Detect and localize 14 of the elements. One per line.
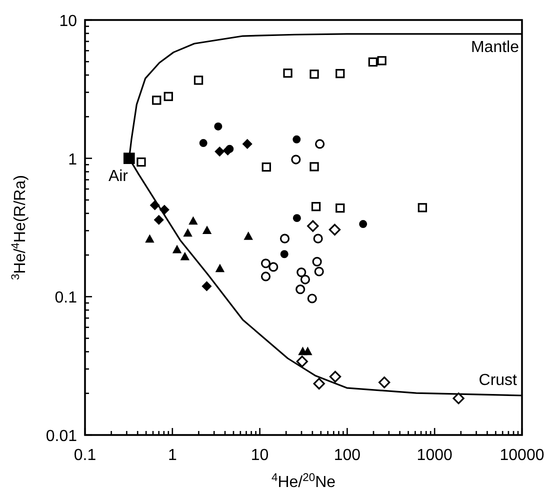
annotation: Mantle <box>470 39 520 56</box>
x-axis-title: $^{4}$He/$^{20}$Ne <box>271 472 336 491</box>
annotation: Crust <box>478 372 518 389</box>
x-tick-label: 0.1 <box>74 447 96 464</box>
x-tick-label: 10 <box>250 447 269 464</box>
y-tick-label: 1 <box>68 151 78 168</box>
x-tick-label: 1 <box>168 447 177 464</box>
y-tick-label: 0.01 <box>46 428 78 445</box>
x-tick-label: 10000 <box>500 447 544 464</box>
y-tick-label: 0.1 <box>54 290 78 307</box>
y-tick-label: 10 <box>59 13 78 30</box>
x-tick-label: 100 <box>334 447 361 464</box>
x-tick-label: 1000 <box>416 447 452 464</box>
annotation: Air <box>108 168 129 185</box>
